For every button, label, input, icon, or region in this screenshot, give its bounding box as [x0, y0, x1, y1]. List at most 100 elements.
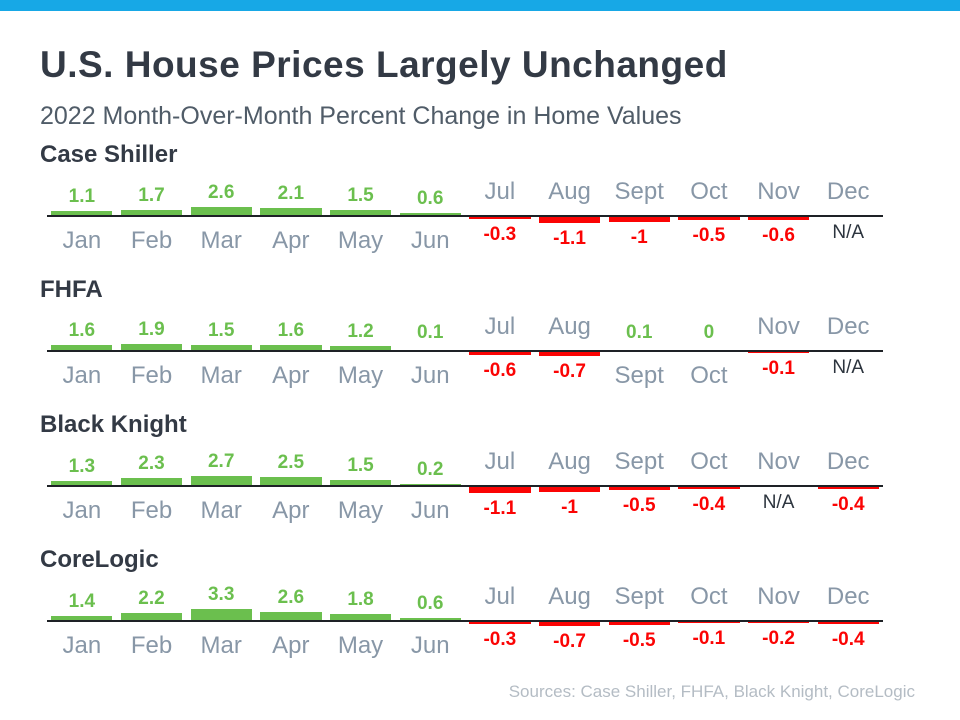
cell-above: Sept: [604, 576, 674, 620]
value-label: 0.6: [416, 593, 444, 614]
month-label: Dec: [826, 178, 870, 205]
cell-below: -0.5: [604, 487, 674, 539]
negative-bar: [608, 487, 670, 490]
section-heading: Case Shiller: [40, 141, 178, 168]
value-label: -1: [630, 227, 648, 248]
month-cell: 2.3 Feb: [117, 441, 187, 539]
cell-above: Oct: [674, 171, 744, 215]
cell-below: -0.4: [813, 487, 883, 539]
cell-above: 1.5: [326, 441, 396, 485]
month-label: Jun: [410, 227, 450, 254]
negative-bar: [678, 622, 740, 623]
month-label: Nov: [757, 448, 800, 475]
positive-bar: [120, 613, 183, 620]
cell-below: Jun: [395, 622, 465, 674]
cell-below: -1.1: [465, 487, 535, 539]
positive-bar: [51, 345, 113, 350]
month-cell: Jul -0.3: [465, 576, 535, 674]
positive-bar: [190, 207, 252, 215]
cell-above: 2.7: [186, 441, 256, 485]
cell-below: Jun: [395, 487, 465, 539]
positive-bar: [329, 210, 392, 215]
cell-below: Apr: [256, 352, 326, 404]
cell-below: Oct: [674, 352, 744, 404]
positive-bar: [260, 345, 322, 350]
month-label: Jul: [484, 583, 516, 610]
negative-bar: [538, 622, 601, 626]
value-label: 0.6: [416, 188, 444, 209]
value-label: 2.7: [207, 451, 235, 472]
month-label: May: [337, 362, 384, 389]
cell-above: Nov: [744, 306, 814, 350]
cell-below: -0.3: [465, 217, 535, 269]
cell-above: 0.1: [604, 306, 674, 350]
month-cell: 1.6 Jan: [47, 306, 117, 404]
month-label: May: [337, 497, 384, 524]
value-label: 2.3: [138, 453, 165, 474]
month-label: Jan: [62, 362, 102, 389]
month-cell: 2.1 Apr: [256, 171, 326, 269]
cell-above: 1.3: [47, 441, 117, 485]
month-cell: 1.7 Feb: [117, 171, 187, 269]
cell-below: -0.4: [813, 622, 883, 674]
axis-line: [47, 485, 883, 487]
value-label: 0.2: [416, 459, 444, 480]
cell-above: Dec: [813, 306, 883, 350]
month-cell: 1.6 Apr: [256, 306, 326, 404]
cell-above: 2.5: [256, 441, 326, 485]
month-label: Jun: [410, 362, 450, 389]
month-cell: Nov -0.6: [744, 171, 814, 269]
month-cell: 1.4 Jan: [47, 576, 117, 674]
cell-below: Mar: [186, 487, 256, 539]
cell-above: 2.6: [256, 576, 326, 620]
positive-bar: [51, 616, 113, 620]
value-label: 1.6: [68, 320, 96, 341]
month-cell: Nov -0.2: [744, 576, 814, 674]
month-label: Jun: [410, 497, 450, 524]
cell-below: May: [326, 487, 396, 539]
cell-above: Sept: [604, 441, 674, 485]
cell-below: Feb: [117, 352, 187, 404]
value-label: 0: [703, 322, 715, 343]
month-label: Sept: [614, 583, 664, 610]
cell-below: Mar: [186, 217, 256, 269]
value-label: -0.7: [553, 631, 586, 652]
positive-bar: [190, 476, 252, 485]
cell-below: -1: [604, 217, 674, 269]
value-label: 0.1: [416, 322, 444, 343]
month-label: Sept: [614, 362, 664, 389]
cell-below: -0.6: [744, 217, 814, 269]
positive-bar: [120, 478, 183, 485]
month-label: Feb: [130, 632, 173, 659]
cell-below: Mar: [186, 352, 256, 404]
month-cell: Nov N/A: [744, 441, 814, 539]
cell-above: 2.3: [117, 441, 187, 485]
month-label: Feb: [130, 362, 173, 389]
month-cell: Oct -0.4: [674, 441, 744, 539]
value-label: 1.7: [138, 185, 165, 206]
positive-bar: [51, 211, 113, 215]
month-label: Jul: [484, 313, 516, 340]
cell-above: 3.3: [186, 576, 256, 620]
positive-bar: [399, 213, 461, 215]
month-label: Dec: [826, 583, 870, 610]
month-label: Jan: [62, 227, 102, 254]
month-cell: 2.6 Mar: [186, 171, 256, 269]
value-label: -1: [561, 497, 578, 518]
month-cell: Dec N/A: [813, 171, 883, 269]
month-cell: Aug -1: [535, 441, 605, 539]
month-cell: Nov -0.1: [744, 306, 814, 404]
month-label: Mar: [200, 632, 242, 659]
cell-below: -0.5: [674, 217, 744, 269]
value-label: -0.4: [831, 494, 865, 515]
cell-above: Jul: [465, 171, 535, 215]
chart-section: Black Knight 1.3 Jan 2.3 Feb 2.7 Mar 2.5 Apr 1.5 M…: [0, 411, 960, 539]
positive-bar: [120, 344, 183, 350]
cell-below: Feb: [117, 487, 187, 539]
cell-above: Oct: [674, 441, 744, 485]
negative-bar: [538, 352, 601, 356]
month-cell: Sept -1: [604, 171, 674, 269]
value-label: -0.2: [762, 628, 795, 649]
month-cell: 1.5 May: [326, 171, 396, 269]
month-cell: Dec -0.4: [813, 441, 883, 539]
